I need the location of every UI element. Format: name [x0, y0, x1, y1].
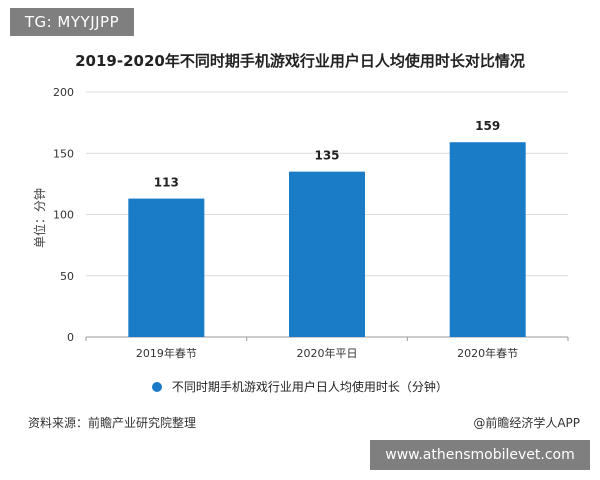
legend: 不同时期手机游戏行业用户日人均使用时长（分钟）: [0, 378, 600, 395]
x-axis-ticks: 2019年春节 2020年平日 2020年春节: [85, 337, 569, 360]
bar: [449, 142, 526, 337]
bars: 113 135 159: [128, 119, 526, 337]
bar-value-label: 113: [154, 176, 179, 190]
y-axis-ticks: 0 50 100 150 200: [53, 86, 74, 344]
legend-swatch: [152, 381, 163, 392]
chart-title: 2019-2020年不同时期手机游戏行业用户日人均使用时长对比情况: [75, 52, 525, 70]
bar-value-label: 135: [314, 149, 339, 163]
bar: [128, 198, 205, 337]
bar: [289, 171, 365, 337]
x-tick-label: 2020年平日: [297, 346, 358, 360]
tg-badge: TG: MYYJJPP: [10, 8, 134, 36]
y-tick-label: 0: [67, 331, 74, 344]
y-tick-label: 100: [53, 209, 74, 222]
y-tick-label: 150: [53, 147, 74, 160]
legend-label: 不同时期手机游戏行业用户日人均使用时长（分钟）: [171, 380, 448, 394]
bar-value-label: 159: [475, 119, 500, 133]
y-tick-label: 200: [53, 86, 74, 99]
y-tick-label: 50: [60, 270, 74, 283]
x-tick-label: 2019年春节: [136, 346, 197, 360]
credit-note: @前瞻经济学人APP: [473, 416, 580, 430]
url-badge: www.athensmobilevet.com: [370, 440, 590, 470]
y-axis-label: 单位：分钟: [32, 188, 47, 248]
x-tick-label: 2020年春节: [457, 346, 518, 360]
source-note: 资料来源：前瞻产业研究院整理: [28, 416, 197, 430]
